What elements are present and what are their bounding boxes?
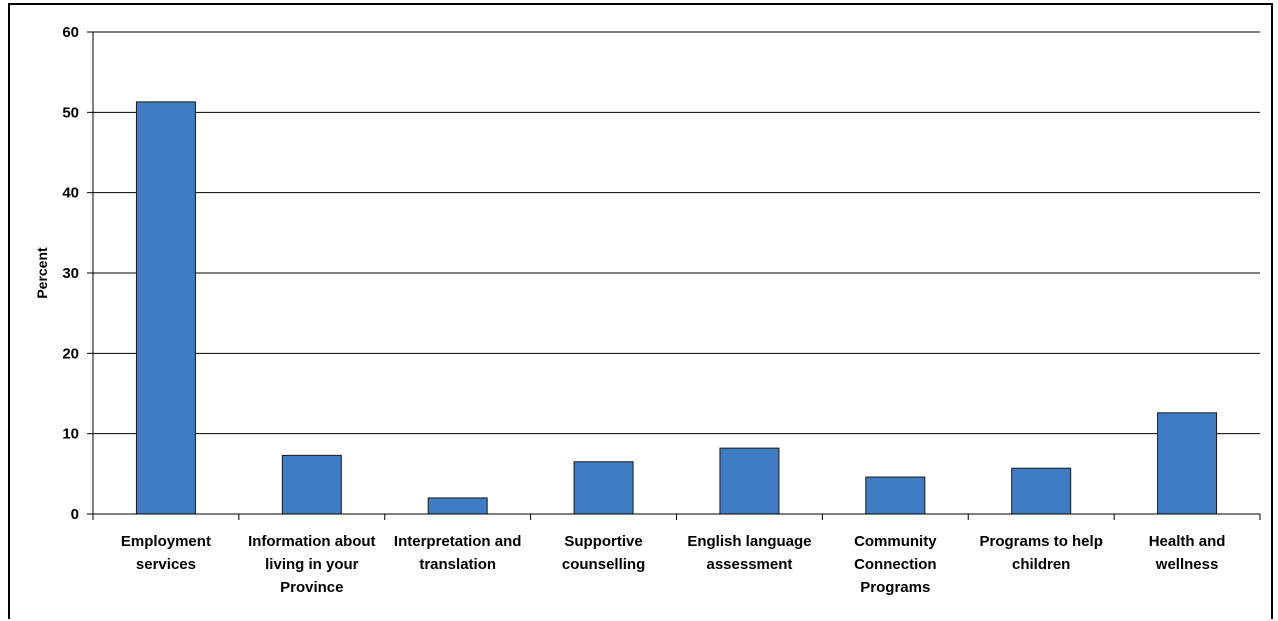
x-tick-label: assessment bbox=[706, 556, 792, 573]
y-tick-label: 30 bbox=[62, 265, 79, 282]
x-tick-label: Programs to help bbox=[980, 533, 1103, 550]
x-tick-label: Employment bbox=[121, 533, 211, 550]
bar bbox=[1157, 412, 1218, 515]
x-tick-label: English language bbox=[687, 533, 811, 550]
x-tick-label: translation bbox=[419, 556, 496, 573]
y-tick-label: 10 bbox=[62, 426, 79, 443]
x-tick-labels: Employment services Information about livin… bbox=[121, 533, 1225, 596]
bar bbox=[865, 476, 926, 515]
chart-frame bbox=[8, 3, 1273, 619]
x-tick-label: living in your bbox=[265, 556, 359, 573]
y-tick-label: 50 bbox=[62, 104, 79, 121]
x-tick-label: children bbox=[1012, 556, 1070, 573]
y-tick-labels: 0 10 20 30 40 50 60 bbox=[62, 24, 79, 523]
bar bbox=[719, 447, 780, 515]
x-tick-label: Connection bbox=[854, 556, 937, 573]
x-tick-label: Supportive bbox=[564, 533, 642, 550]
y-axis-title: Percent bbox=[34, 247, 50, 299]
bar bbox=[135, 101, 196, 515]
bar bbox=[573, 461, 634, 515]
x-tick-label: Programs bbox=[860, 579, 930, 596]
y-tick-label: 60 bbox=[62, 24, 79, 41]
y-tick-label: 40 bbox=[62, 185, 79, 202]
x-tick-label: Health and bbox=[1149, 533, 1226, 550]
bars bbox=[135, 101, 1218, 515]
x-tick-label: Province bbox=[280, 579, 343, 596]
bar bbox=[1011, 467, 1072, 515]
gridlines bbox=[93, 31, 1260, 435]
x-tick-label: counselling bbox=[562, 556, 645, 573]
x-tick-label: services bbox=[136, 556, 196, 573]
axes bbox=[87, 31, 1261, 520]
bar bbox=[281, 454, 342, 515]
y-tick-label: 0 bbox=[71, 506, 79, 523]
bar bbox=[427, 497, 488, 515]
x-tick-label: Community bbox=[854, 533, 937, 550]
x-tick-label: Interpretation and bbox=[394, 533, 522, 550]
x-tick-label: wellness bbox=[1155, 556, 1219, 573]
x-tick-label: Information about bbox=[248, 533, 376, 550]
y-tick-label: 20 bbox=[62, 345, 79, 362]
